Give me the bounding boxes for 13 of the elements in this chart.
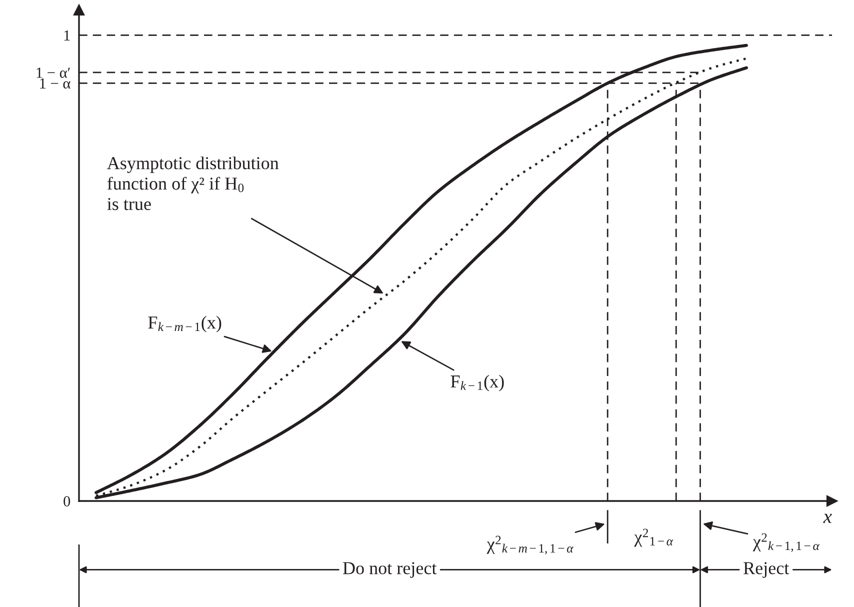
- annotation: F$_{k−m−1}$(x): [148, 316, 222, 332]
- text: χ$^{2}$$_{1−α}$: [634, 528, 674, 547]
- x-axis-title: x: [823, 514, 832, 523]
- text: Do not reject: [343, 562, 437, 578]
- text: χ$^{2}$$_{k−1,1−α}$: [752, 533, 820, 552]
- text: Reject: [744, 562, 790, 578]
- y-tick-label: 0: [64, 496, 70, 506]
- annotation: F$_{k−1}$(x): [450, 374, 504, 392]
- y-tick-label: 1: [64, 30, 70, 40]
- text: χ$^{2}$$_{k−m−1,1−α}$: [486, 536, 574, 554]
- y-tick-label: 1 − α: [40, 78, 70, 89]
- text: Asymptotic distribution function of χ² if H$_{0}$ is true: [107, 156, 279, 210]
- y-tick-label: 1 − α′: [36, 68, 70, 78]
